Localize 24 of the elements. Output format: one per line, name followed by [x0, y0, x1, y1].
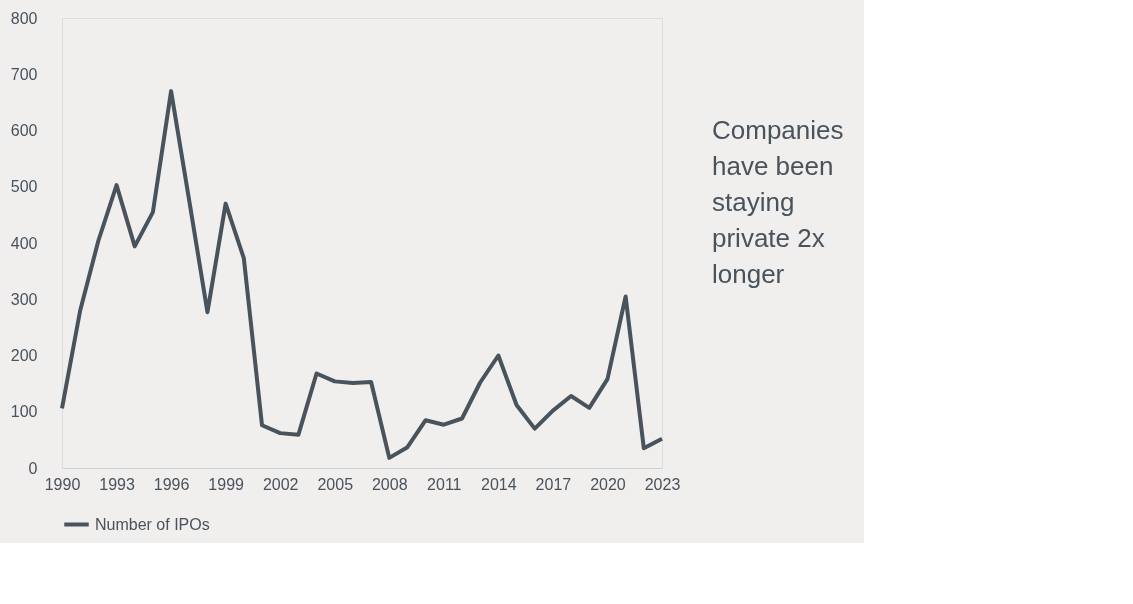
y-tick-label: 0 — [28, 459, 38, 477]
x-tick-label: 1999 — [208, 475, 245, 493]
x-tick-label: 2020 — [590, 475, 626, 493]
x-tick-label: 1996 — [153, 475, 190, 493]
x-tick-label: 1990 — [44, 475, 81, 493]
y-tick-label: 600 — [10, 122, 38, 139]
x-tick-label: 2011 — [427, 475, 462, 493]
y-tick-label: 700 — [10, 65, 38, 83]
line-series — [60, 89, 664, 460]
y-tick-label: 200 — [10, 347, 38, 364]
y-tick-label: 800 — [10, 9, 38, 27]
y-tick-label: 300 — [10, 290, 38, 308]
x-tick-label: 2023 — [644, 475, 681, 493]
x-tick-label: 2002 — [262, 475, 299, 493]
x-tick-label: 1993 — [99, 475, 135, 493]
text: Companies have been staying private 2x longer — [712, 115, 844, 289]
y-tick-label: 400 — [10, 234, 38, 252]
x-tick-label: 2005 — [317, 475, 354, 493]
y-tick-label: 100 — [10, 403, 38, 421]
y-tick-label: 500 — [10, 178, 38, 196]
x-tick-label: 2014 — [481, 475, 517, 493]
legend-label: Number of IPOs — [95, 515, 210, 533]
x-tick-label: 2008 — [371, 475, 408, 493]
x-tick-label: 2017 — [535, 475, 572, 493]
